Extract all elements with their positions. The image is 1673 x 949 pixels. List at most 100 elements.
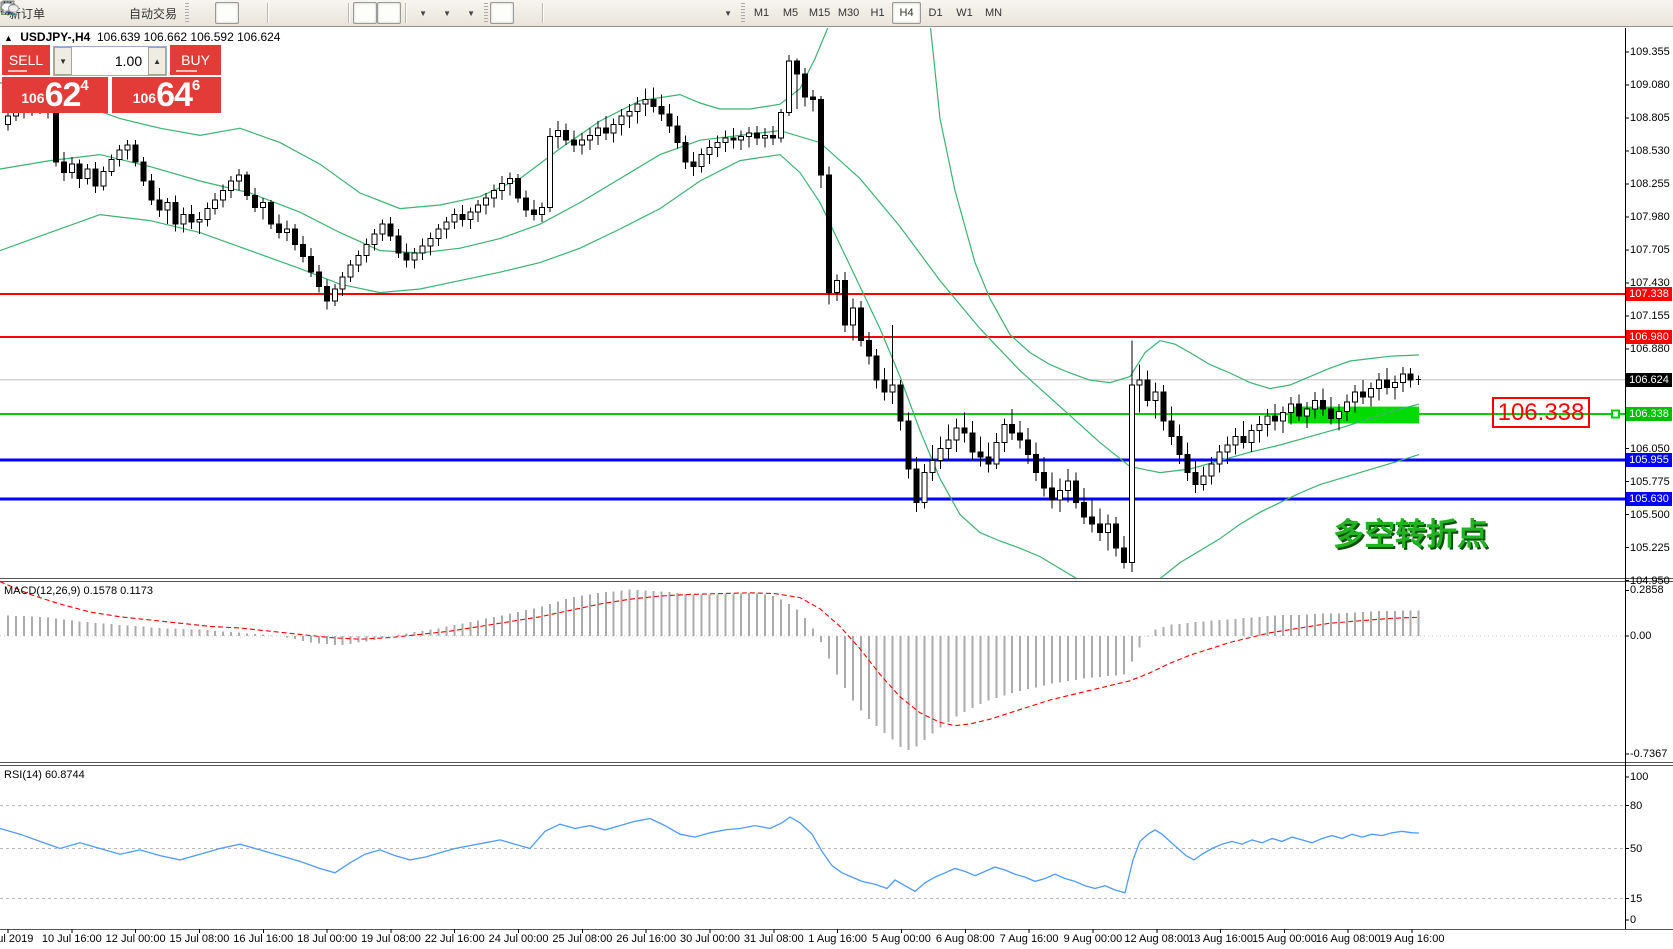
- arrows-button[interactable]: ▼: [1, 1, 739, 24]
- text-label-button[interactable]: T: [1, 1, 715, 24]
- macd-histogram: [7, 589, 1420, 751]
- chart-window: ▲ USDJPY-,H4 106.639 106.662 106.592 106…: [0, 28, 1673, 949]
- main-panel: [0, 28, 1625, 578]
- timeframe-H4[interactable]: H4: [892, 2, 922, 24]
- eraser-button[interactable]: [2, 2, 75, 24]
- time-label-13: 1 Aug 16:00: [808, 933, 868, 945]
- chart-shift-button[interactable]: [3, 2, 402, 24]
- macd-tick-0.2858: 0.2858: [1630, 584, 1664, 597]
- time-label-2: 12 Jul 00:00: [105, 933, 166, 945]
- time-label-9: 25 Jul 08:00: [552, 933, 613, 945]
- bollinger-middle-band: [0, 129, 1420, 474]
- timeframe-M30[interactable]: M30: [837, 7, 860, 19]
- dropdown-arrow-icon: ▼: [467, 8, 475, 18]
- toolbar-grip: [484, 3, 489, 23]
- price-badge-107.338: 107.338: [1626, 287, 1672, 302]
- tile-windows-button[interactable]: [2, 2, 344, 24]
- one-click-trading-panel: SELL ▼ 1.00 ▲ BUY 106 62 4 106 64 6: [2, 45, 221, 113]
- timeframe-group: M1 M5 M15 M30 H1 H4 D1 W1 MN: [747, 2, 1008, 24]
- price-tick-107.43: 107.430: [1630, 277, 1670, 289]
- sell-price-button[interactable]: 106 62 4: [2, 77, 108, 113]
- time-label-20: 15 Aug 00:00: [1251, 933, 1317, 945]
- rsi-tick-80: 80: [1630, 799, 1643, 812]
- price-chart-canvas[interactable]: [0, 28, 1673, 949]
- buy-button-label: BUY: [181, 52, 210, 68]
- volume-field[interactable]: 1.00: [114, 53, 143, 69]
- timeframe-M1[interactable]: M1: [753, 7, 770, 19]
- signal-button[interactable]: [0, 2, 123, 24]
- rsi-tick-0: 0: [1630, 914, 1637, 926]
- toolbar-separator: [267, 3, 269, 23]
- crosshair-button[interactable]: [1, 1, 538, 24]
- time-label-14: 5 Aug 00:00: [872, 933, 931, 945]
- time-label-17: 9 Aug 00:00: [1063, 933, 1123, 945]
- sell-button-label: SELL: [8, 52, 44, 68]
- buy-button[interactable]: BUY: [170, 45, 221, 75]
- time-label-22: 19 Aug 16:00: [1379, 933, 1445, 945]
- auto-scroll-button[interactable]: [2, 2, 378, 24]
- timeframe-W1[interactable]: W1: [956, 7, 973, 19]
- time-label-0: 9 Jul 2019: [0, 933, 34, 945]
- timeframe-M5[interactable]: M5: [782, 7, 799, 19]
- sell-price-whole: 106: [21, 90, 45, 106]
- fibonacci-button[interactable]: F: [2, 2, 667, 24]
- time-label-4: 16 Jul 16:00: [233, 933, 294, 945]
- time-label-12: 31 Jul 08:00: [743, 933, 804, 945]
- sell-price-point: 4: [80, 77, 89, 94]
- volume-increase-button[interactable]: ▲: [148, 47, 167, 75]
- buy-price-button[interactable]: 106 64 6: [112, 77, 221, 113]
- time-label-10: 26 Jul 16:00: [616, 933, 677, 945]
- timeframe-H1[interactable]: H1: [870, 7, 885, 19]
- rsi-label: RSI(14) 60.8744: [4, 769, 85, 781]
- turning-point-annotation[interactable]: 多空转折点: [1333, 517, 1488, 552]
- bar-chart-button[interactable]: [2, 2, 215, 24]
- cursor-button[interactable]: [4, 1, 515, 24]
- time-label-18: 12 Aug 08:00: [1124, 933, 1190, 945]
- sell-button[interactable]: SELL: [2, 45, 51, 75]
- indicators-button[interactable]: ▼: [0, 1, 434, 24]
- green-zone-rectangle[interactable]: [1288, 406, 1419, 424]
- price-tick-107.155: 107.155: [1630, 310, 1670, 322]
- symbol-arrow-icon: ▲: [4, 33, 13, 43]
- trendline-button[interactable]: [1, 2, 619, 24]
- toolbar-grip: [185, 3, 190, 23]
- horizontal-line-button[interactable]: [2, 2, 595, 24]
- rsi-tick-15: 15: [1630, 892, 1643, 905]
- chat-icon[interactable]: [0, 0, 20, 18]
- buy-price-whole: 106: [132, 90, 157, 106]
- macd-label: MACD(12,26,9) 0.1578 0.1173: [4, 585, 153, 597]
- templates-button[interactable]: ▼: [1, 1, 482, 24]
- macd-tick-0.00: 0.00: [1630, 630, 1652, 642]
- zoom-in-button[interactable]: [2, 2, 296, 24]
- rsi-name: RSI(14): [4, 769, 42, 781]
- line-chart-button[interactable]: [1, 2, 263, 24]
- time-label-16: 7 Aug 16:00: [999, 933, 1059, 945]
- timeframe-M15[interactable]: M15: [808, 7, 831, 19]
- auto-trading-button[interactable]: 自动交易: [1, 1, 183, 24]
- auto-trading-label: 自动交易: [129, 6, 178, 21]
- zoom-out-button[interactable]: [2, 2, 320, 24]
- macd-signal-line: [0, 582, 1420, 727]
- price-badge-105.630: 105.630: [1626, 492, 1672, 506]
- dropdown-arrow-icon: ▼: [443, 8, 451, 18]
- timeframe-MN[interactable]: MN: [984, 7, 1003, 19]
- time-label-7: 22 Jul 16:00: [424, 933, 485, 945]
- timeframe-D1[interactable]: D1: [928, 7, 943, 19]
- sell-price-pips: 62: [44, 76, 82, 114]
- price-badge-106.338: 106.338: [1626, 407, 1672, 422]
- time-label-15: 6 Aug 08:00: [935, 933, 995, 945]
- price-callout-box[interactable]: 106.338: [1492, 397, 1590, 428]
- macd-panel: [0, 582, 1625, 751]
- chart-window-button[interactable]: [1, 1, 99, 24]
- volume-decrease-button[interactable]: ▼: [54, 47, 73, 75]
- vertical-line-button[interactable]: [7, 2, 571, 24]
- text-button[interactable]: A: [4, 1, 691, 24]
- time-label-5: 18 Jul 00:00: [297, 933, 358, 945]
- price-tick-107.705: 107.705: [1630, 244, 1670, 256]
- channel-button[interactable]: E: [0, 1, 643, 24]
- periods-button[interactable]: ▼: [1, 1, 458, 24]
- time-label-21: 16 Aug 08:00: [1315, 933, 1381, 945]
- bollinger-upper-band: [0, 28, 1420, 390]
- candlestick-chart-button[interactable]: [2, 1, 240, 24]
- macd-name: MACD(12,26,9): [4, 585, 81, 597]
